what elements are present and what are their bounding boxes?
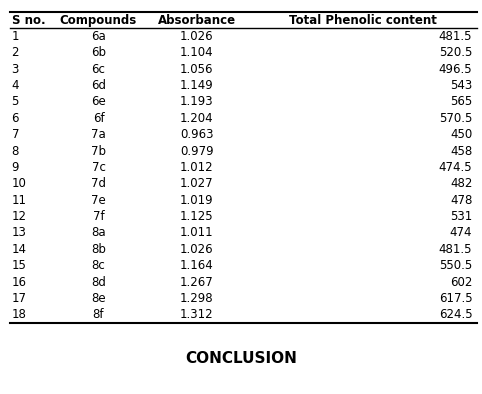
Text: 1.125: 1.125 bbox=[180, 210, 214, 223]
Text: 6d: 6d bbox=[91, 79, 106, 92]
Text: 1.312: 1.312 bbox=[180, 309, 214, 322]
Text: 15: 15 bbox=[12, 259, 27, 272]
Text: 550.5: 550.5 bbox=[439, 259, 472, 272]
Text: 7b: 7b bbox=[91, 145, 106, 158]
Text: 6b: 6b bbox=[91, 46, 106, 59]
Text: 543: 543 bbox=[450, 79, 472, 92]
Text: 617.5: 617.5 bbox=[439, 292, 472, 305]
Text: S no.: S no. bbox=[12, 13, 45, 26]
Text: 6e: 6e bbox=[91, 95, 106, 108]
Text: 1.012: 1.012 bbox=[180, 161, 214, 174]
Text: 1.149: 1.149 bbox=[180, 79, 214, 92]
Text: 482: 482 bbox=[450, 177, 472, 190]
Text: 481.5: 481.5 bbox=[439, 243, 472, 256]
Text: 10: 10 bbox=[12, 177, 27, 190]
Text: 0.979: 0.979 bbox=[180, 145, 214, 158]
Text: 1.204: 1.204 bbox=[180, 112, 214, 125]
Text: 8a: 8a bbox=[91, 227, 106, 240]
Text: 1.027: 1.027 bbox=[180, 177, 214, 190]
Text: 1.298: 1.298 bbox=[180, 292, 214, 305]
Text: 7c: 7c bbox=[92, 161, 106, 174]
Text: 6a: 6a bbox=[91, 30, 106, 43]
Text: 12: 12 bbox=[12, 210, 27, 223]
Text: 458: 458 bbox=[450, 145, 472, 158]
Text: 1.056: 1.056 bbox=[180, 63, 214, 76]
Text: 16: 16 bbox=[12, 276, 27, 289]
Text: 14: 14 bbox=[12, 243, 27, 256]
Text: 8d: 8d bbox=[91, 276, 106, 289]
Text: 0.963: 0.963 bbox=[180, 128, 214, 141]
Text: 8b: 8b bbox=[91, 243, 106, 256]
Text: 496.5: 496.5 bbox=[439, 63, 472, 76]
Text: 602: 602 bbox=[450, 276, 472, 289]
Text: 17: 17 bbox=[12, 292, 27, 305]
Text: 9: 9 bbox=[12, 161, 19, 174]
Text: Compounds: Compounds bbox=[60, 13, 137, 26]
Text: 478: 478 bbox=[450, 194, 472, 207]
Text: 481.5: 481.5 bbox=[439, 30, 472, 43]
Text: 450: 450 bbox=[450, 128, 472, 141]
Text: 531: 531 bbox=[450, 210, 472, 223]
Text: 7: 7 bbox=[12, 128, 19, 141]
Text: 7d: 7d bbox=[91, 177, 106, 190]
Text: 11: 11 bbox=[12, 194, 27, 207]
Text: 1.026: 1.026 bbox=[180, 30, 214, 43]
Text: 1: 1 bbox=[12, 30, 19, 43]
Text: 7e: 7e bbox=[91, 194, 106, 207]
Text: 565: 565 bbox=[450, 95, 472, 108]
Text: 1.026: 1.026 bbox=[180, 243, 214, 256]
Text: Absorbance: Absorbance bbox=[158, 13, 236, 26]
Text: 520.5: 520.5 bbox=[439, 46, 472, 59]
Text: 7f: 7f bbox=[93, 210, 104, 223]
Text: 5: 5 bbox=[12, 95, 19, 108]
Text: 8: 8 bbox=[12, 145, 19, 158]
Text: 624.5: 624.5 bbox=[439, 309, 472, 322]
Text: 6: 6 bbox=[12, 112, 19, 125]
Text: 570.5: 570.5 bbox=[439, 112, 472, 125]
Text: 1.267: 1.267 bbox=[180, 276, 214, 289]
Text: 4: 4 bbox=[12, 79, 19, 92]
Text: Total Phenolic content: Total Phenolic content bbox=[289, 13, 437, 26]
Text: 18: 18 bbox=[12, 309, 27, 322]
Text: 6f: 6f bbox=[93, 112, 104, 125]
Text: 6c: 6c bbox=[92, 63, 106, 76]
Text: 7a: 7a bbox=[91, 128, 106, 141]
Text: 474: 474 bbox=[450, 227, 472, 240]
Text: 13: 13 bbox=[12, 227, 27, 240]
Text: 1.019: 1.019 bbox=[180, 194, 214, 207]
Text: 8f: 8f bbox=[93, 309, 104, 322]
Text: 1.164: 1.164 bbox=[180, 259, 214, 272]
Text: 1.011: 1.011 bbox=[180, 227, 214, 240]
Text: 474.5: 474.5 bbox=[439, 161, 472, 174]
Text: 1.104: 1.104 bbox=[180, 46, 214, 59]
Text: CONCLUSION: CONCLUSION bbox=[185, 351, 297, 366]
Text: 8e: 8e bbox=[91, 292, 106, 305]
Text: 1.193: 1.193 bbox=[180, 95, 214, 108]
Text: 2: 2 bbox=[12, 46, 19, 59]
Text: 3: 3 bbox=[12, 63, 19, 76]
Text: 8c: 8c bbox=[92, 259, 106, 272]
